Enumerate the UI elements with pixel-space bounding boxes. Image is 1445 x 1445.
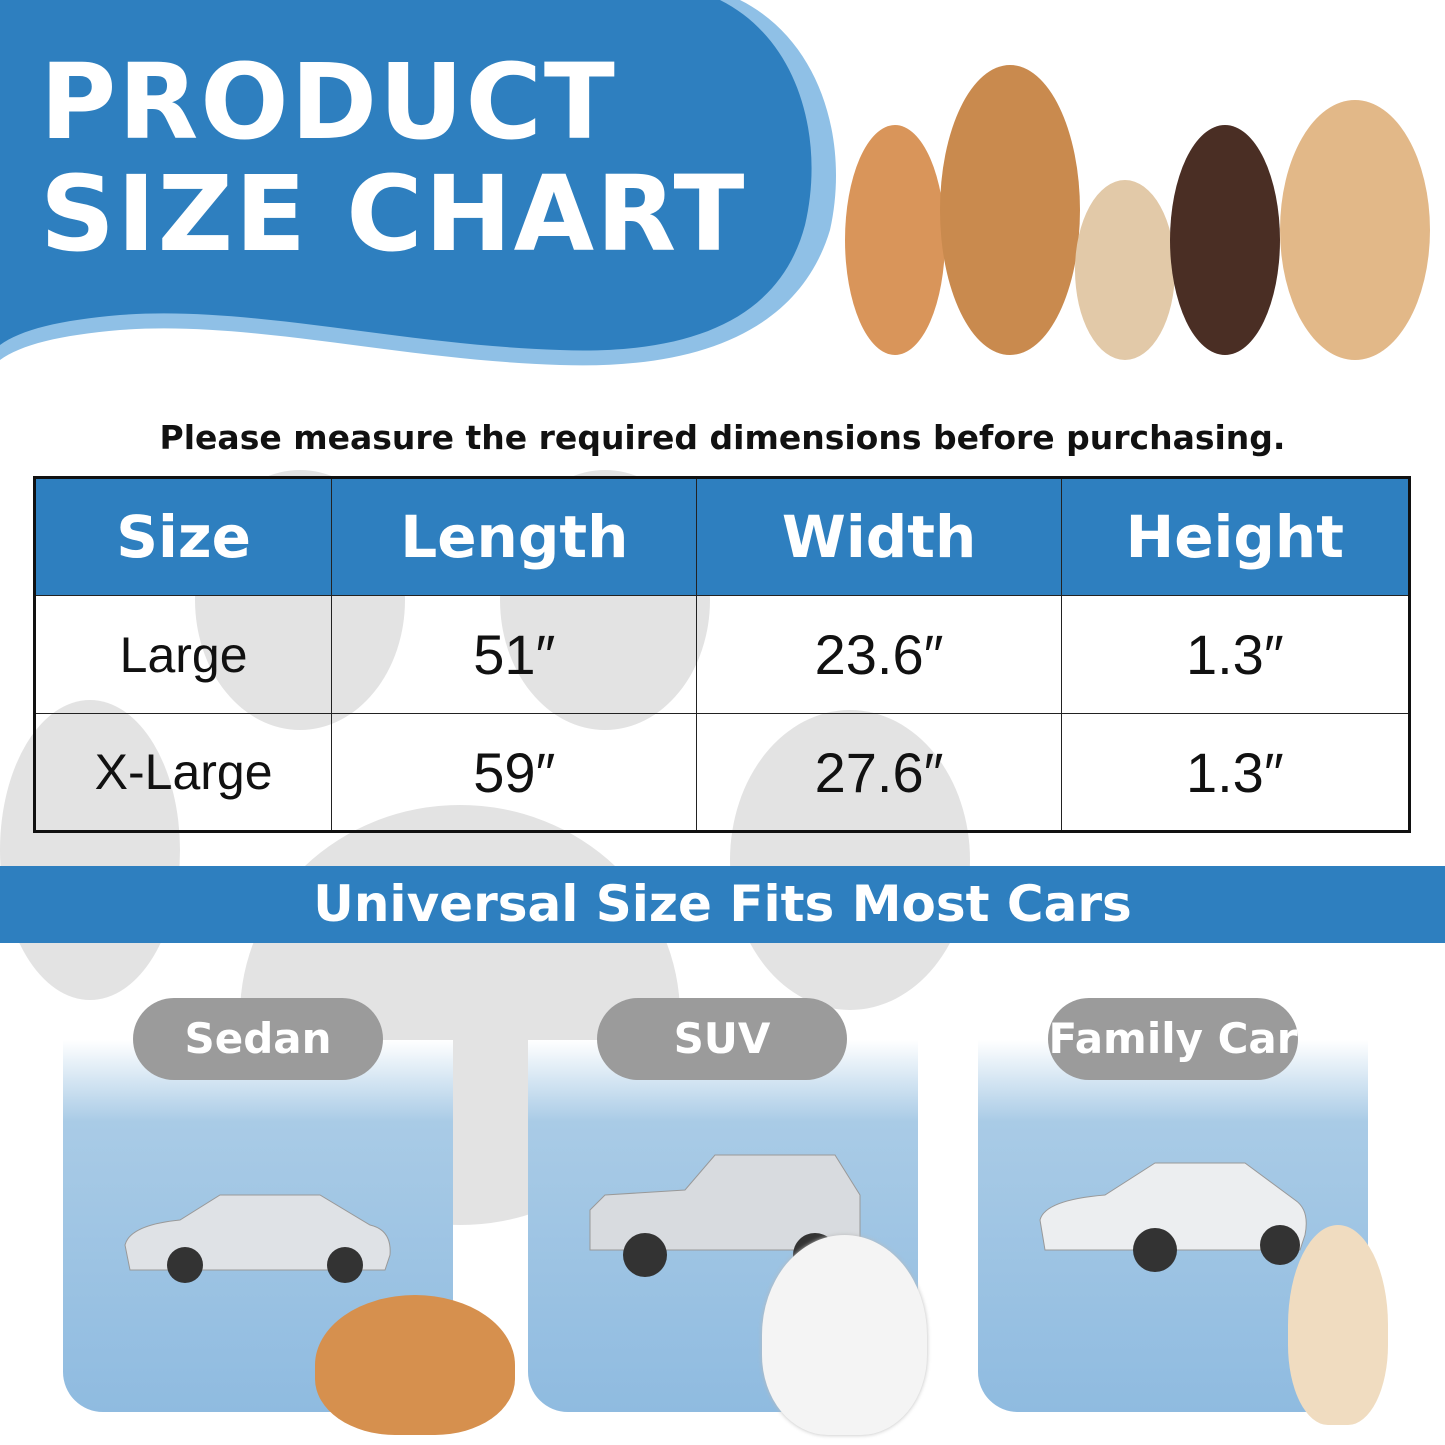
corgi-dog-image (315, 1295, 515, 1435)
cell-length: 59″ (331, 713, 698, 832)
sedan-car-image (124, 1194, 391, 1283)
cell-height: 1.3″ (1060, 713, 1411, 832)
header-banner (0, 0, 836, 366)
samoyed-dog-image (762, 1235, 927, 1435)
cell-width: 23.6″ (696, 595, 1062, 714)
cell-height: 1.3″ (1060, 595, 1411, 714)
table-row: Large 51″ 23.6″ 1.3″ (33, 595, 1411, 714)
header-length: Length (331, 477, 698, 596)
table-row: X-Large 59″ 27.6″ 1.3″ (33, 713, 1411, 832)
suv-label: SUV (597, 998, 847, 1080)
cell-size: Large (33, 595, 333, 714)
table-header-row: Size Length Width Height (33, 477, 1411, 596)
header-size: Size (33, 477, 333, 596)
measure-instruction: Please measure the required dimensions b… (159, 418, 1286, 457)
cell-size: X-Large (33, 713, 333, 832)
title-line-1: PRODUCT (40, 41, 617, 163)
puppy-dog-image (1288, 1225, 1388, 1425)
size-table: Size Length Width Height Large 51″ 23.6″… (33, 476, 1411, 833)
universal-size-banner: Universal Size Fits Most Cars (0, 866, 1445, 943)
cell-width: 27.6″ (696, 713, 1062, 832)
header-height: Height (1060, 477, 1411, 596)
family-car-label: Family Car (1048, 998, 1298, 1080)
header-width: Width (696, 477, 1062, 596)
title-line-2: SIZE CHART (40, 153, 747, 275)
cell-length: 51″ (331, 595, 698, 714)
family-car-image (1039, 1162, 1307, 1272)
sedan-label: Sedan (133, 998, 383, 1080)
pets-photo (845, 65, 1430, 360)
